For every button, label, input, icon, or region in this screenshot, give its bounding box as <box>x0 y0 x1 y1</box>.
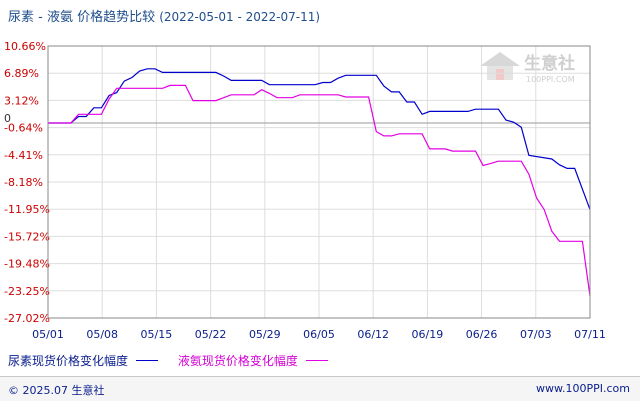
x-tick-label: 05/22 <box>195 328 227 341</box>
y-tick-label: -19.48% <box>4 258 50 271</box>
chart-legend: 尿素现货价格变化幅度 液氨现货价格变化幅度 <box>8 352 344 369</box>
series-line-2 <box>48 84 591 297</box>
watermark-roof <box>480 52 520 66</box>
chart-title: 尿素 - 液氨 价格趋势比较 <box>8 10 156 25</box>
y-tick-label: -4.41% <box>4 149 43 162</box>
chart-title-area: 尿素 - 液氨 价格趋势比较 (2022-05-01 - 2022-07-11) <box>8 6 320 25</box>
y-tick-label: 10.66% <box>4 40 46 53</box>
watermark-name: 生意社 <box>524 53 575 74</box>
x-tick-label: 05/29 <box>249 328 281 341</box>
footer-bar: © 2025.07 生意社 www.100PPI.com <box>0 376 640 401</box>
y-tick-label: -11.95% <box>4 203 50 216</box>
y-tick-label: -27.02% <box>4 312 50 325</box>
y-tick-label: 6.89% <box>4 67 39 80</box>
x-tick-label: 06/26 <box>466 328 498 341</box>
y-tick-label: -0.64% <box>4 122 43 135</box>
x-tick-label: 06/19 <box>412 328 444 341</box>
legend-swatch-series2 <box>305 360 328 361</box>
watermark-url: 100PPI.COM <box>526 75 575 84</box>
zero-label: 0 <box>4 112 11 125</box>
x-tick-label: 07/03 <box>520 328 552 341</box>
x-tick-label: 07/11 <box>574 328 606 341</box>
date-range: (2022-05-01 - 2022-07-11) <box>159 10 321 24</box>
watermark-door <box>496 69 504 80</box>
legend-label-series2: 液氨现货价格变化幅度 <box>177 354 298 368</box>
x-tick-label: 05/01 <box>32 328 64 341</box>
y-tick-label: -23.25% <box>4 285 50 298</box>
plot-frame <box>47 45 591 319</box>
y-tick-label: 3.12% <box>4 94 39 107</box>
y-tick-label: -8.18% <box>4 176 43 189</box>
series-line-1 <box>48 68 591 210</box>
x-tick-label: 05/08 <box>86 328 118 341</box>
legend-label-series1: 尿素现货价格变化幅度 <box>8 354 129 368</box>
legend-item-series2: 液氨现货价格变化幅度 <box>178 352 328 369</box>
y-tick-label: -15.72% <box>4 230 50 243</box>
x-tick-label: 06/12 <box>357 328 389 341</box>
legend-item-series1: 尿素现货价格变化幅度 <box>8 352 159 369</box>
x-tick-label: 06/05 <box>303 328 335 341</box>
x-tick-label: 05/15 <box>141 328 173 341</box>
footer-site-link[interactable]: www.100PPI.com <box>536 382 630 395</box>
legend-swatch-series1 <box>136 360 159 361</box>
footer-copyright: © 2025.07 生意社 <box>8 384 105 397</box>
